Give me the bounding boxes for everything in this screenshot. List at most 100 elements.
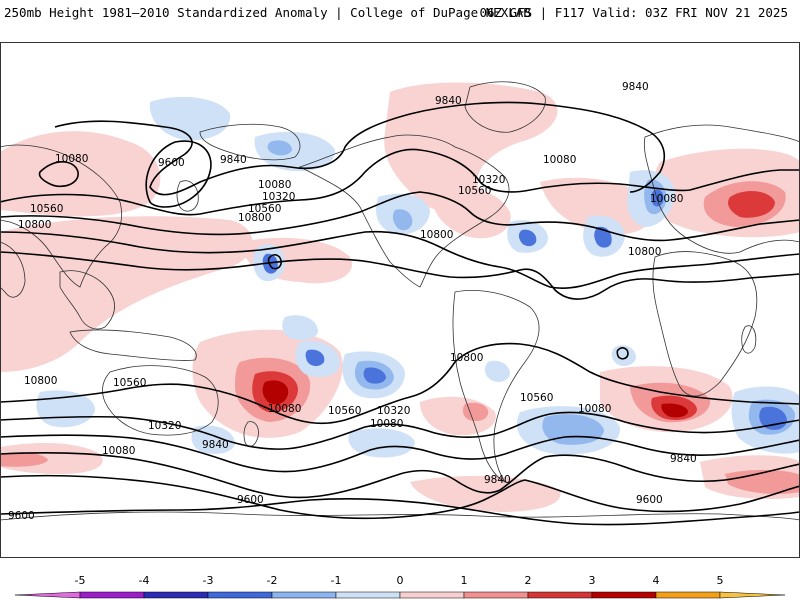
pos-anom-south-atlantic-sml [462,402,489,422]
contour-10080-s [0,451,800,499]
legend-swatch [79,591,145,599]
coast-europe [643,124,800,254]
legend-arrow-left [14,591,81,599]
coast-antarctica [0,511,800,521]
contour-10320-s [0,434,800,473]
contour-9840-s [0,474,800,520]
pos-anom-south-indian-4 [661,403,688,418]
contour-10800-loop-cocos [616,347,629,360]
cl-10080-e: 10080 [268,403,301,415]
cl-9840-c: 9840 [220,154,247,166]
cl-10560-e: 10560 [328,405,361,417]
cl-9600-a: 9600 [158,157,185,169]
legend-tick-label: -5 [75,574,86,587]
legend-tick-label: 5 [717,574,724,587]
legend-tick-label: -2 [267,574,278,587]
coast-australia [102,365,219,436]
pos-anom-atlantic [540,177,653,235]
cl-9840-d: 9840 [202,439,229,451]
neg-anom-s-pacific-e3 [363,367,386,384]
color-legend: -5 -4 -3 -2 -1 0 1 2 3 4 5 [14,574,786,599]
cl-10560-b: 10560 [248,203,281,215]
cl-9840-f: 9840 [670,453,697,465]
legend-swatch [143,591,209,599]
cl-10080-g: 10080 [102,445,135,457]
pos-anom-sw-corner-2 [0,452,48,467]
legend-tick-label: 4 [653,574,660,587]
cl-10560-f: 10560 [520,392,553,404]
cl-10560-c: 10560 [458,185,491,197]
coast-india [0,241,26,298]
cl-10080-b: 10080 [258,179,291,191]
contour-9600-s [0,498,800,526]
pos-anom-antarctic-s [410,475,561,512]
legend-tick-label: -3 [203,574,214,587]
cl-10080-a: 10080 [55,153,88,165]
neg-anom-alaska-core [267,140,292,156]
cl-9840-b: 9840 [435,95,462,107]
cl-10080-h: 10080 [578,403,611,415]
neg-anom-n-atlantic-lo3 [651,189,664,207]
pos-anom-se-corner-2 [725,469,800,495]
cl-10320-b: 10320 [472,174,505,186]
cl-10320-d: 10320 [148,420,181,432]
cl-9600-b: 9600 [237,494,264,506]
legend-swatch [207,591,273,599]
legend-tick-label: 3 [589,574,596,587]
neg-anom-us-west-2 [392,209,413,231]
height-contours [0,101,800,526]
coast-north-america [298,134,510,288]
legend-bar [14,591,786,599]
neg-anom-s-pacific-w [282,315,318,340]
legend-swatch [463,591,529,599]
contour-10800-n [0,251,800,300]
coast-south-america [452,289,540,484]
cl-10800-c: 10800 [420,229,453,241]
coast-asia-w [0,144,122,288]
legend-tick-label: -4 [139,574,150,587]
run-info: 06Z GFS | F117 Valid: 03Z FRI NOV 21 202… [479,5,788,20]
contour-10560-s [0,411,800,450]
neg-anom-s-pacific-c2 [305,349,325,367]
legend-swatch [271,591,337,599]
coast-alaska [199,123,301,161]
legend-tick-label: 0 [397,574,404,587]
contour-10320-n [0,191,800,242]
chart-title: 250mb Height 1981–2010 Standardized Anom… [4,5,531,20]
coast-greenland [464,81,546,133]
legend-arrow-right [719,591,786,599]
cl-10800-d: 10800 [628,246,661,258]
contour-10080-n [0,148,800,216]
contour-10800-loop-pac [267,254,282,270]
contour-9840-loop [38,161,79,188]
cl-9600-c: 9600 [8,510,35,522]
contour-labels: 9840 9840 9840 9600 10080 10080 10080 10… [8,81,697,522]
cl-10080-d: 10080 [650,193,683,205]
cl-10560-d: 10560 [113,377,146,389]
contour-9840-north [54,101,666,196]
coast-indonesia [69,329,197,361]
cl-10560-a: 10560 [30,203,63,215]
neg-anom-w-atlantic-2 [518,229,537,247]
neg-anom-s-america-lo [484,360,510,382]
anomaly-map: 9840 9840 9840 9600 10080 10080 10080 10… [0,42,800,558]
legend-swatch [591,591,657,599]
cl-9840-a: 9840 [622,81,649,93]
cl-9600-d: 9600 [636,494,663,506]
legend-tick-label: 1 [461,574,468,587]
positive-anomaly-shading [0,82,800,512]
cl-10080-f: 10080 [370,418,403,430]
neg-anom-indian-s [348,428,415,458]
legend-swatch [655,591,721,599]
contour-10560-n [0,230,800,289]
contour-9600-north [145,140,212,208]
coast-se-asia [59,270,115,330]
coast-madagascar [741,325,757,354]
pos-anom-tropical-pacific-w [0,216,253,372]
legend-swatch [399,591,465,599]
cl-10080-c: 10080 [543,154,576,166]
coast-africa [652,251,758,397]
cl-9840-e: 9840 [484,474,511,486]
legend-tick-label: 2 [525,574,532,587]
legend-swatch [527,591,593,599]
